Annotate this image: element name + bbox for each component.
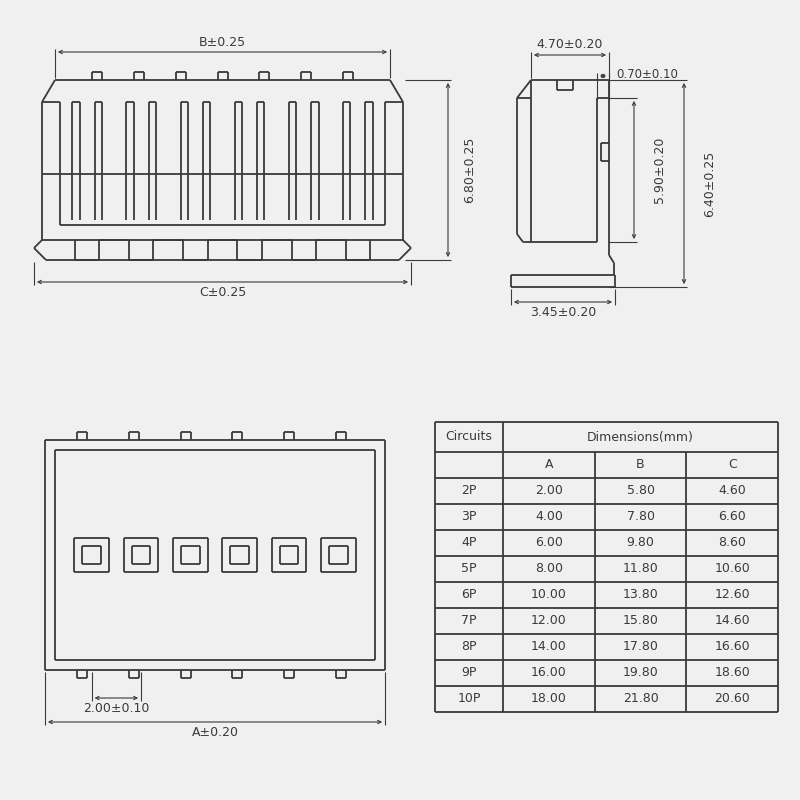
- Text: B±0.25: B±0.25: [199, 35, 246, 49]
- Text: 18.00: 18.00: [531, 693, 566, 706]
- Text: 3P: 3P: [462, 510, 477, 523]
- Text: 6.00: 6.00: [535, 537, 562, 550]
- Text: 2.00: 2.00: [535, 485, 562, 498]
- Text: A±0.20: A±0.20: [191, 726, 238, 739]
- Text: 17.80: 17.80: [622, 641, 658, 654]
- Text: 6.60: 6.60: [718, 510, 746, 523]
- Text: 21.80: 21.80: [622, 693, 658, 706]
- Text: A: A: [545, 458, 553, 471]
- Text: 4.60: 4.60: [718, 485, 746, 498]
- Text: 10.60: 10.60: [714, 562, 750, 575]
- Text: 6.80±0.25: 6.80±0.25: [463, 137, 477, 203]
- Text: 5P: 5P: [462, 562, 477, 575]
- Text: 10.00: 10.00: [531, 589, 566, 602]
- Text: 7.80: 7.80: [626, 510, 654, 523]
- Text: 14.60: 14.60: [714, 614, 750, 627]
- Text: 16.00: 16.00: [531, 666, 566, 679]
- Text: 2P: 2P: [462, 485, 477, 498]
- Text: 5.80: 5.80: [626, 485, 654, 498]
- Text: 12.60: 12.60: [714, 589, 750, 602]
- Text: 8.00: 8.00: [535, 562, 563, 575]
- Text: Dimensions(mm): Dimensions(mm): [587, 430, 694, 443]
- Text: 4.00: 4.00: [535, 510, 562, 523]
- Text: 6P: 6P: [462, 589, 477, 602]
- Text: 4.70±0.20: 4.70±0.20: [537, 38, 603, 51]
- Text: 5.90±0.20: 5.90±0.20: [654, 137, 666, 203]
- Text: 3.45±0.20: 3.45±0.20: [530, 306, 596, 319]
- Text: 13.80: 13.80: [622, 589, 658, 602]
- Text: 16.60: 16.60: [714, 641, 750, 654]
- Text: 10P: 10P: [458, 693, 481, 706]
- Text: 14.00: 14.00: [531, 641, 566, 654]
- Text: 19.80: 19.80: [622, 666, 658, 679]
- Text: 12.00: 12.00: [531, 614, 566, 627]
- Text: 11.80: 11.80: [622, 562, 658, 575]
- Text: C: C: [728, 458, 737, 471]
- Text: 18.60: 18.60: [714, 666, 750, 679]
- Text: 15.80: 15.80: [622, 614, 658, 627]
- Text: C±0.25: C±0.25: [199, 286, 246, 299]
- Text: 8P: 8P: [462, 641, 477, 654]
- Text: 6.40±0.25: 6.40±0.25: [703, 150, 717, 217]
- Text: 0.70±0.10: 0.70±0.10: [616, 67, 678, 81]
- Text: 4P: 4P: [462, 537, 477, 550]
- Text: 7P: 7P: [462, 614, 477, 627]
- Text: 2.00±0.10: 2.00±0.10: [83, 702, 150, 715]
- Text: 20.60: 20.60: [714, 693, 750, 706]
- Text: B: B: [636, 458, 645, 471]
- Text: Circuits: Circuits: [446, 430, 493, 443]
- Text: 8.60: 8.60: [718, 537, 746, 550]
- Text: 9P: 9P: [462, 666, 477, 679]
- Text: 9.80: 9.80: [626, 537, 654, 550]
